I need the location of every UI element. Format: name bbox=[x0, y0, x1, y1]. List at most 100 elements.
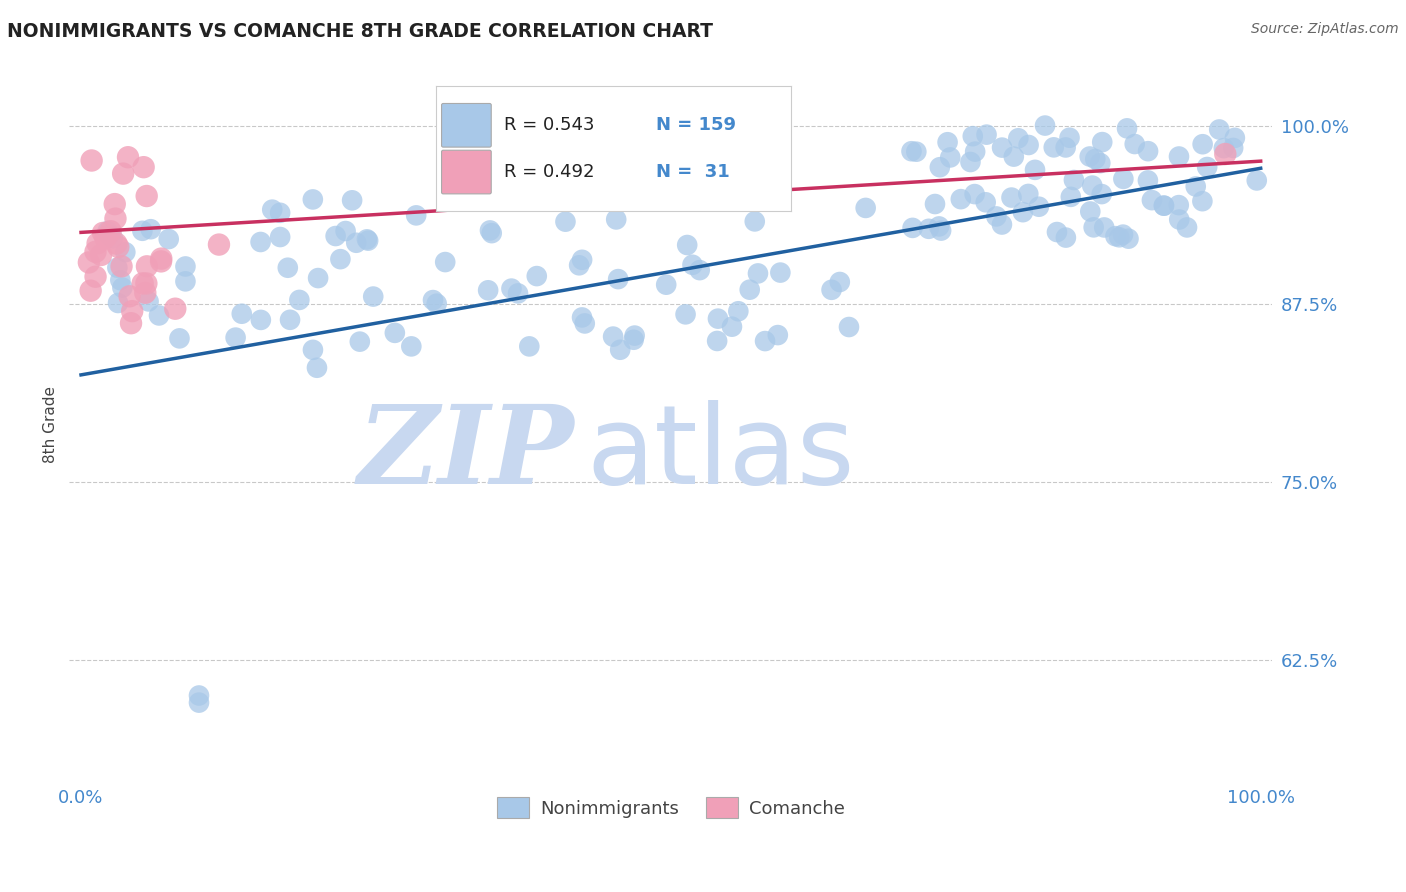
Point bbox=[721, 319, 744, 334]
Point bbox=[506, 286, 529, 301]
Text: atlas: atlas bbox=[586, 400, 855, 507]
Point bbox=[1223, 131, 1246, 145]
Point bbox=[121, 304, 143, 318]
Point bbox=[959, 155, 981, 169]
Point bbox=[905, 145, 928, 159]
Point bbox=[112, 167, 135, 181]
Point bbox=[225, 330, 247, 344]
Point bbox=[344, 235, 367, 250]
Point bbox=[517, 339, 540, 353]
Point bbox=[84, 269, 107, 284]
Text: NONIMMIGRANTS VS COMANCHE 8TH GRADE CORRELATION CHART: NONIMMIGRANTS VS COMANCHE 8TH GRADE CORR… bbox=[7, 22, 713, 41]
Point bbox=[706, 334, 728, 348]
Point bbox=[526, 269, 548, 284]
Point bbox=[1112, 172, 1135, 186]
Point bbox=[855, 201, 877, 215]
Point bbox=[1137, 144, 1160, 158]
Point bbox=[349, 334, 371, 349]
Point bbox=[623, 328, 645, 343]
Point bbox=[249, 235, 271, 249]
Point bbox=[79, 284, 101, 298]
Point bbox=[623, 333, 645, 347]
Point bbox=[1018, 138, 1040, 153]
Point bbox=[1191, 194, 1213, 209]
Point bbox=[1054, 140, 1077, 154]
Point bbox=[405, 208, 427, 222]
Point bbox=[97, 224, 120, 238]
Point bbox=[1197, 160, 1219, 174]
Point bbox=[269, 230, 291, 244]
Point bbox=[135, 277, 157, 291]
Point bbox=[301, 193, 323, 207]
Point bbox=[110, 273, 132, 287]
Point bbox=[107, 296, 129, 310]
Point bbox=[838, 320, 860, 334]
Point bbox=[277, 260, 299, 275]
Point bbox=[765, 194, 787, 208]
Point bbox=[384, 326, 406, 340]
Point bbox=[1078, 149, 1101, 163]
Point bbox=[962, 129, 984, 144]
Point bbox=[1007, 131, 1029, 145]
Point bbox=[165, 301, 187, 316]
Point bbox=[820, 283, 842, 297]
Point bbox=[188, 689, 211, 703]
Point bbox=[104, 197, 127, 211]
Point bbox=[340, 194, 363, 208]
Point bbox=[139, 222, 162, 236]
Point bbox=[91, 226, 114, 240]
Point bbox=[738, 283, 761, 297]
Point bbox=[302, 343, 325, 357]
Point bbox=[1108, 230, 1130, 244]
Point bbox=[90, 248, 112, 262]
Point bbox=[554, 215, 576, 229]
Point bbox=[924, 197, 946, 211]
Point bbox=[118, 289, 141, 303]
Point bbox=[965, 145, 987, 159]
Point bbox=[963, 187, 986, 202]
Point bbox=[655, 277, 678, 292]
Point bbox=[986, 210, 1008, 224]
Point bbox=[676, 238, 699, 252]
Point bbox=[1184, 179, 1206, 194]
Point bbox=[86, 236, 108, 251]
Point bbox=[100, 224, 122, 238]
Point bbox=[607, 272, 630, 286]
Point bbox=[602, 329, 624, 343]
Point bbox=[250, 313, 273, 327]
Point bbox=[131, 277, 153, 291]
Point bbox=[974, 195, 997, 210]
Point bbox=[1024, 162, 1046, 177]
Point bbox=[422, 293, 444, 307]
Point bbox=[1033, 119, 1056, 133]
Point bbox=[136, 260, 159, 274]
Text: ZIP: ZIP bbox=[359, 400, 575, 507]
Point bbox=[1083, 220, 1105, 235]
Point bbox=[1212, 141, 1234, 155]
Point bbox=[1091, 187, 1114, 202]
Point bbox=[157, 232, 180, 246]
Point bbox=[1091, 135, 1114, 149]
Point bbox=[307, 271, 329, 285]
Point bbox=[727, 304, 749, 318]
Point bbox=[1116, 121, 1139, 136]
Legend: Nonimmigrants, Comanche: Nonimmigrants, Comanche bbox=[489, 790, 852, 825]
Point bbox=[188, 696, 211, 710]
Point bbox=[1012, 205, 1035, 219]
Point bbox=[1042, 140, 1064, 154]
Point bbox=[148, 309, 170, 323]
Point bbox=[1112, 227, 1135, 242]
Point bbox=[1104, 229, 1126, 244]
Point bbox=[329, 252, 352, 267]
Point bbox=[571, 310, 593, 325]
Point bbox=[434, 255, 457, 269]
Point bbox=[357, 234, 380, 248]
Point bbox=[481, 226, 503, 240]
Point bbox=[918, 222, 941, 236]
Point bbox=[335, 224, 357, 238]
Point bbox=[1213, 147, 1236, 161]
Point bbox=[150, 254, 173, 268]
Point bbox=[1136, 173, 1159, 187]
Point bbox=[169, 331, 191, 345]
Point bbox=[114, 245, 136, 260]
